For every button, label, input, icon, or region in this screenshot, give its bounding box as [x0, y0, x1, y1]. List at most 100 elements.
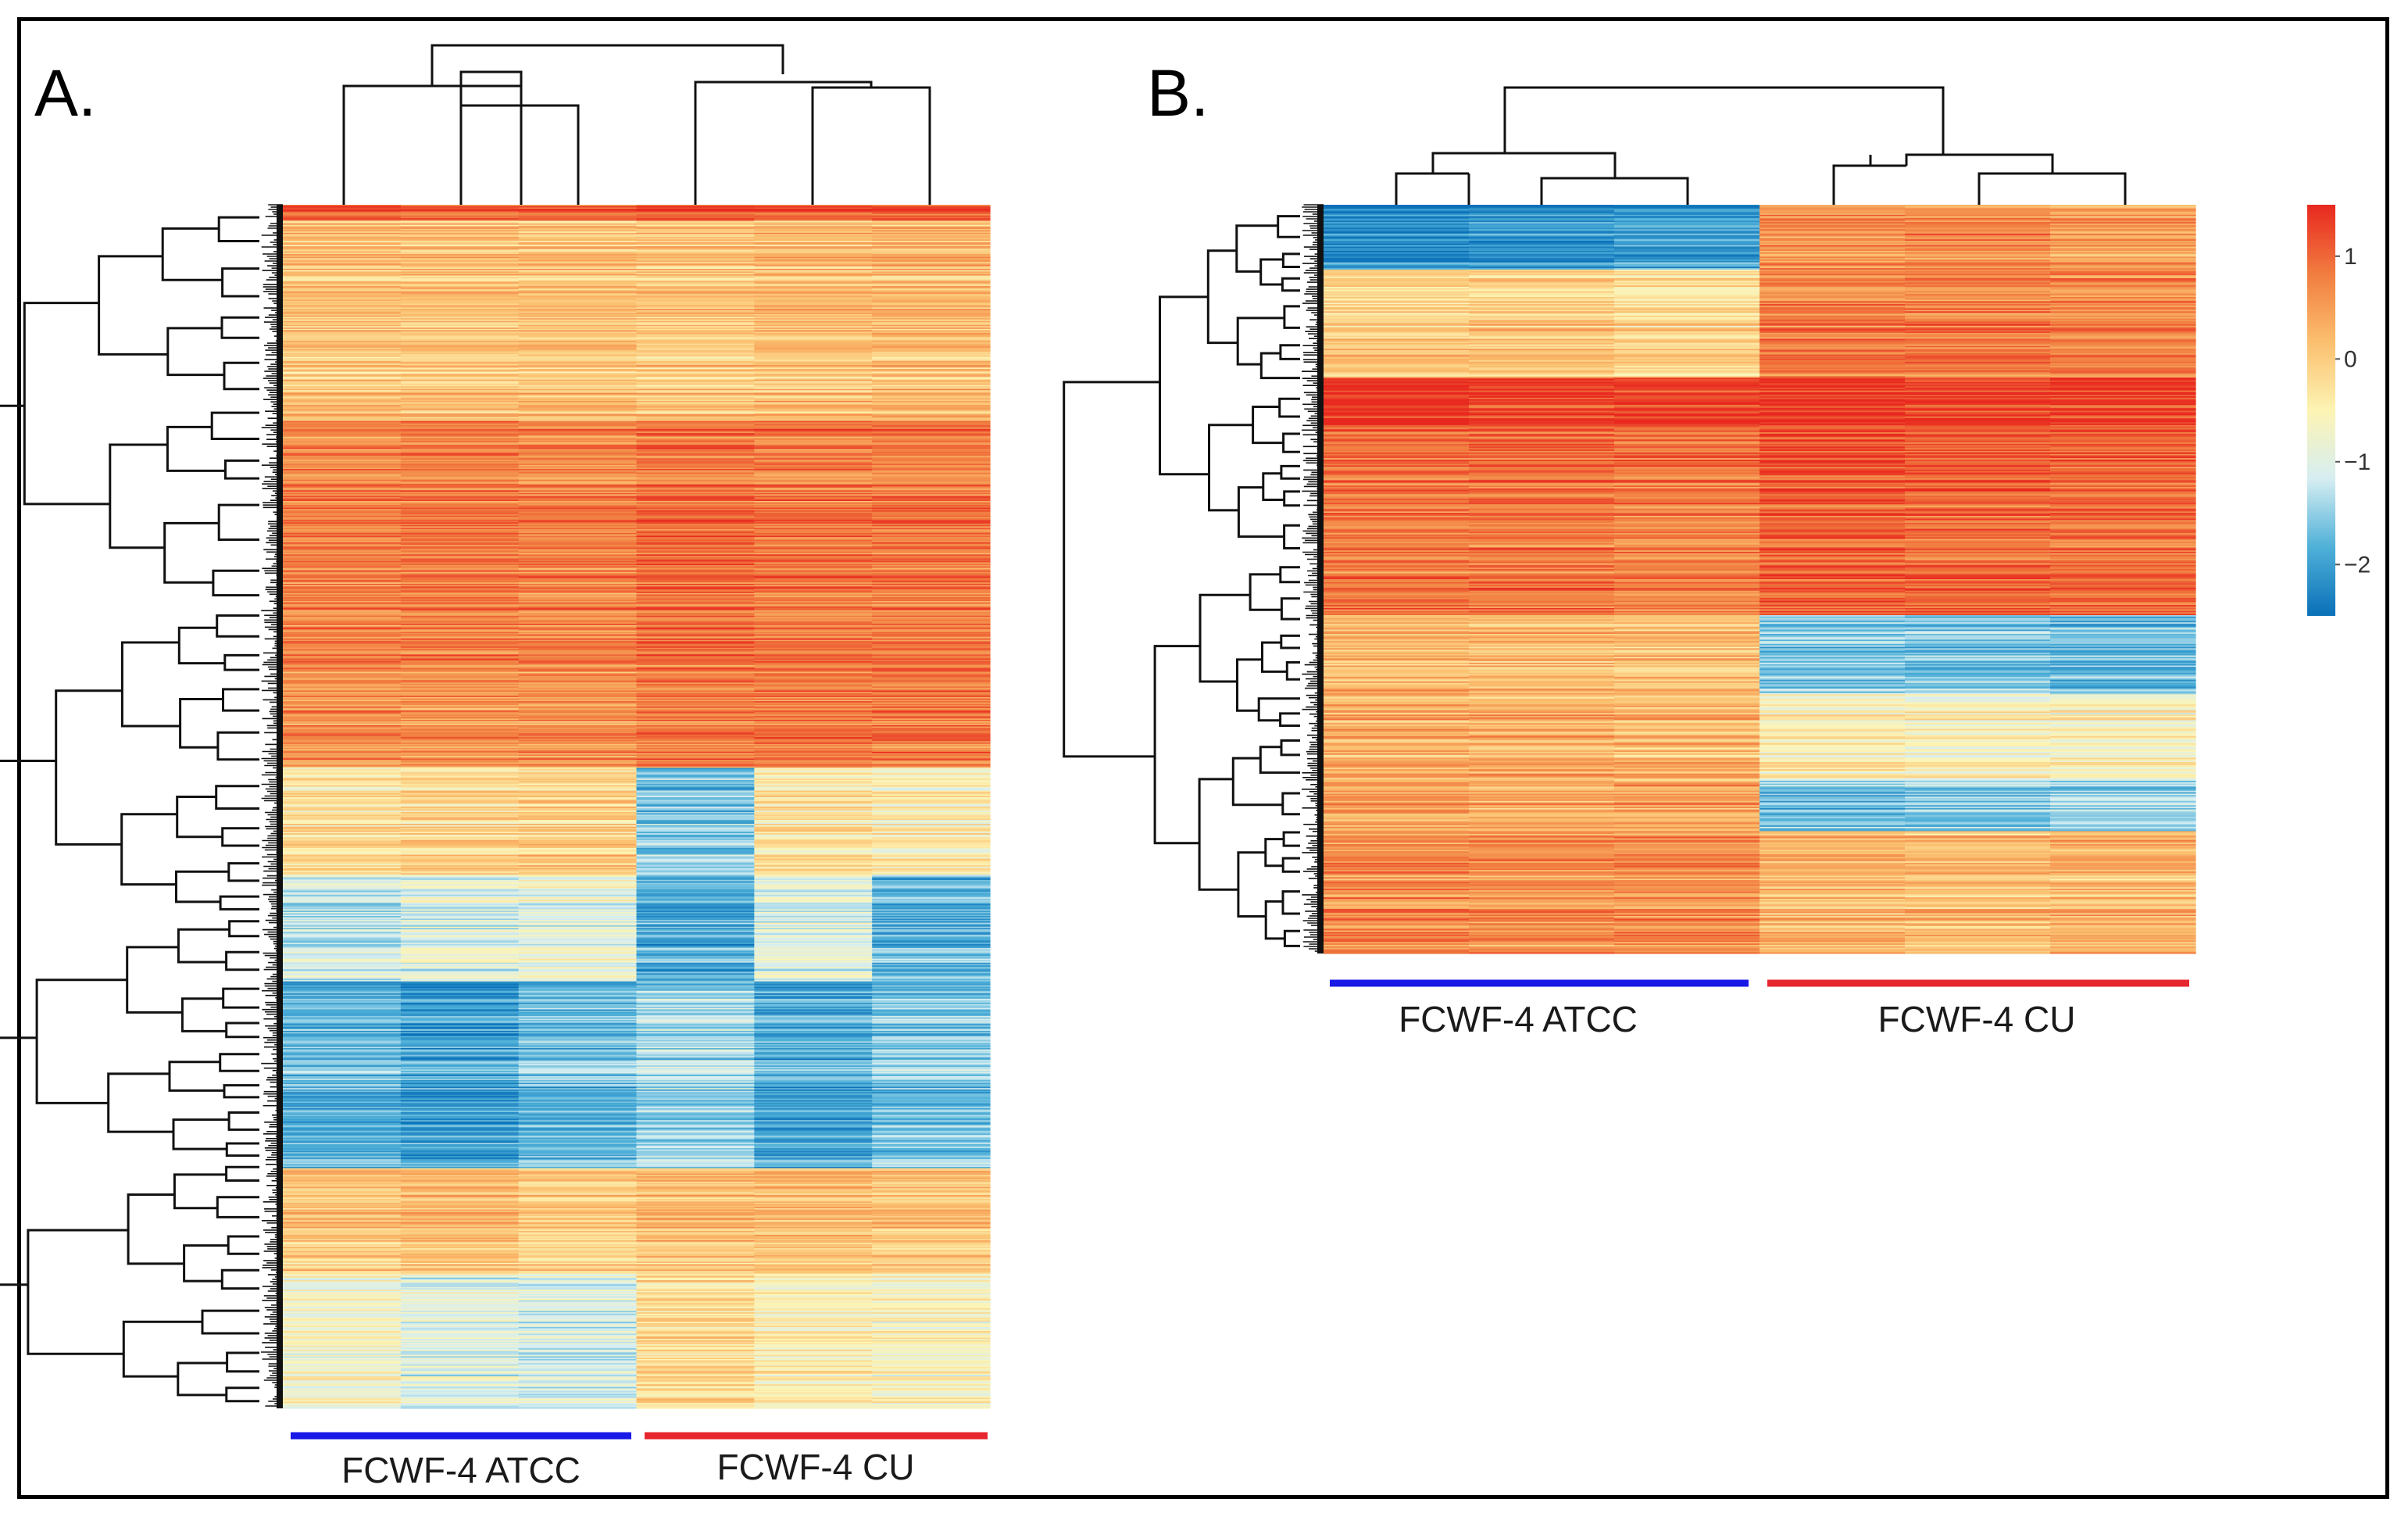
heatmap-a-cell	[400, 861, 520, 864]
heatmap-a-cell	[872, 675, 991, 678]
heatmap-a-cell	[518, 698, 638, 701]
heatmap-a-cell	[754, 282, 873, 284]
heatmap-a-cell	[518, 645, 638, 647]
heatmap-a-cell	[636, 830, 755, 833]
heatmap-a-cell	[283, 739, 402, 742]
heatmap-a-cell	[872, 450, 991, 453]
heatmap-a-cell	[636, 326, 755, 328]
heatmap-a-cell	[754, 1141, 873, 1143]
heatmap-a-cell	[872, 1005, 991, 1007]
heatmap-a-cell	[872, 1220, 991, 1222]
heatmap-a-cell	[283, 885, 402, 888]
heatmap-a-cell	[400, 638, 520, 641]
heatmap-a-cell	[636, 1185, 755, 1188]
heatmap-a-cell	[754, 928, 873, 930]
heatmap-a-cell	[518, 832, 638, 834]
heatmap-a-cell	[636, 317, 755, 319]
heatmap-a-cell	[872, 441, 991, 443]
heatmap-a-cell	[754, 711, 873, 714]
heatmap-a-cell	[872, 1045, 991, 1047]
heatmap-a-cell	[518, 1007, 638, 1009]
heatmap-a-cell	[518, 633, 638, 635]
heatmap-a-cell	[400, 1283, 520, 1285]
heatmap-a-cell	[518, 519, 638, 522]
heatmap-a-cell	[283, 334, 402, 336]
heatmap-a-cell	[283, 1313, 402, 1316]
heatmap-a-cell	[872, 377, 991, 381]
heatmap-a-cell	[636, 549, 755, 551]
heatmap-a-cell	[400, 252, 520, 255]
heatmap-a-cell	[400, 224, 520, 227]
heatmap-a-cell	[400, 878, 520, 881]
heatmap-a-cell	[518, 306, 638, 309]
heatmap-a-cell	[518, 453, 638, 455]
heatmap-a-cell	[872, 262, 991, 264]
heatmap-a-cell	[754, 682, 873, 685]
heatmap-a-cell	[400, 669, 520, 671]
heatmap-a-cell	[400, 1286, 520, 1289]
heatmap-a-cell	[400, 1125, 520, 1128]
heatmap-a-cell	[400, 309, 520, 311]
heatmap-a-cell	[400, 556, 520, 560]
heatmap-a-cell	[518, 481, 638, 483]
heatmap-a-cell	[283, 456, 402, 459]
heatmap-a-cell	[754, 249, 873, 251]
heatmap-a-cell	[283, 578, 402, 581]
heatmap-a-cell	[754, 1004, 873, 1006]
heatmap-a-cell	[283, 556, 402, 558]
heatmap-a-cell	[518, 263, 638, 266]
heatmap-a-cell	[872, 362, 991, 364]
heatmap-a-cell	[400, 494, 520, 496]
heatmap-a-cell	[283, 800, 402, 802]
heatmap-a-cell	[518, 675, 638, 678]
heatmap-a-cell	[872, 507, 991, 510]
heatmap-a-cell	[283, 362, 402, 364]
heatmap-a-cell	[636, 483, 755, 486]
heatmap-a-cell	[283, 274, 402, 277]
heatmap-a-cell	[400, 703, 520, 706]
heatmap-a-cell	[283, 1117, 402, 1120]
heatmap-a-cell	[518, 299, 638, 302]
heatmap-a-cell	[283, 934, 402, 937]
heatmap-a-cell	[872, 583, 991, 586]
heatmap-a-cell	[518, 898, 638, 901]
heatmap-a-cell	[518, 635, 638, 638]
heatmap-a-cell	[400, 897, 520, 900]
heatmap-a-cell	[518, 303, 638, 306]
heatmap-a-cell	[872, 993, 991, 996]
heatmap-a-cell	[754, 1292, 873, 1294]
heatmap-a-cell	[636, 343, 755, 345]
heatmap-a-cell	[283, 400, 402, 403]
heatmap-a-cell	[754, 330, 873, 332]
heatmap-a-cell	[872, 279, 991, 281]
heatmap-a-cell	[754, 802, 873, 805]
heatmap-a-cell	[636, 494, 755, 496]
heatmap-a-cell	[518, 251, 638, 254]
heatmap-a-cell	[636, 639, 755, 642]
heatmap-a-cell	[518, 1171, 638, 1173]
heatmap-a-cell	[283, 1135, 402, 1137]
heatmap-a-cell	[754, 1107, 873, 1109]
heatmap-a-cell	[872, 1105, 991, 1107]
heatmap-a-cell	[636, 1022, 755, 1025]
heatmap-a-cell	[636, 1165, 755, 1168]
heatmap-a-cell	[283, 590, 402, 592]
heatmap-a-cell	[518, 1075, 638, 1077]
heatmap-a-cell	[636, 247, 755, 249]
heatmap-a-cell	[754, 209, 873, 213]
heatmap-a-cell	[400, 750, 520, 753]
heatmap-a-cell	[872, 439, 991, 442]
heatmap-a-cell	[283, 631, 402, 634]
heatmap-a-cell	[518, 232, 638, 235]
heatmap-a-cell	[518, 742, 638, 745]
heatmap-a-cell	[754, 434, 873, 436]
heatmap-a-cell	[872, 621, 991, 623]
heatmap-a-cell	[518, 1275, 638, 1277]
heatmap-a-cell	[400, 1311, 520, 1313]
heatmap-a-cell	[518, 1230, 638, 1233]
heatmap-a-cell	[754, 1154, 873, 1157]
heatmap-a-cell	[872, 1244, 991, 1247]
heatmap-a-cell	[636, 1050, 755, 1053]
heatmap-a-cell	[872, 569, 991, 571]
heatmap-a-cell	[636, 1190, 755, 1192]
